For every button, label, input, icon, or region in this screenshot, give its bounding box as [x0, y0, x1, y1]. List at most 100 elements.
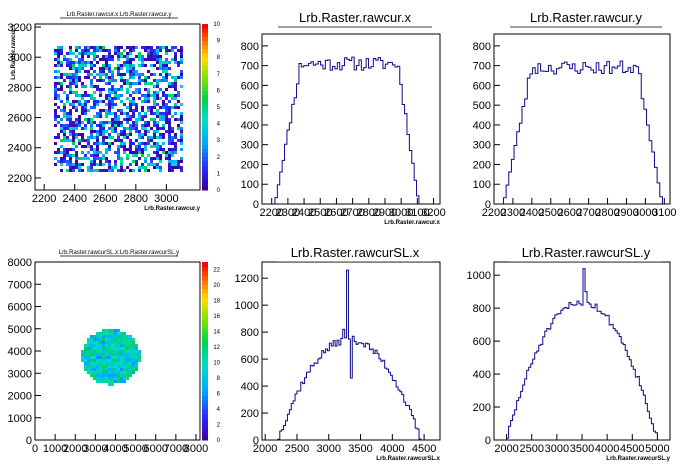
heatmap-cell	[75, 55, 78, 58]
heatmap-cell	[174, 163, 177, 166]
histogram-line	[502, 60, 663, 204]
palette-segment	[202, 284, 208, 290]
heatmap-cell	[66, 58, 69, 61]
heatmap-cell	[180, 169, 183, 172]
palette-segment	[202, 262, 208, 267]
plot-frame	[493, 33, 671, 205]
palette-segment	[202, 36, 208, 42]
heatmap-cell	[96, 46, 99, 49]
heatmap-cell	[84, 49, 87, 52]
heatmap-cell	[168, 151, 171, 154]
heatmap-cell	[180, 136, 183, 139]
heatmap-cell	[111, 70, 114, 73]
x-axis-label: Lrb.Raster.rawcur.y	[144, 206, 200, 212]
title-box	[278, 8, 432, 27]
heatmap-cell	[126, 335, 129, 338]
heatmap-cell	[129, 73, 132, 76]
heatmap-cell	[54, 163, 57, 166]
heatmap-cell	[114, 341, 117, 344]
palette-segment	[202, 115, 208, 120]
heatmap-cell	[105, 67, 108, 70]
y-tick-label: 0	[253, 199, 259, 211]
heatmap-cell	[90, 85, 93, 88]
heatmap-cell	[171, 136, 174, 139]
heatmap-cell	[96, 169, 99, 172]
heatmap-cell	[120, 335, 123, 338]
heatmap-cell	[87, 341, 90, 344]
heatmap-cell	[78, 100, 81, 103]
heatmap-cell	[126, 121, 129, 124]
heatmap-cell	[111, 368, 114, 371]
x-tick-label: 3000	[545, 443, 569, 455]
heatmap-cell	[156, 61, 159, 64]
palette-tick-label: 2	[217, 155, 221, 161]
heatmap-cell	[108, 64, 111, 67]
heatmap-cell	[84, 368, 87, 371]
palette-segment	[202, 337, 208, 343]
heatmap-cell	[150, 82, 153, 85]
heatmap-cell	[108, 145, 111, 148]
heatmap-cell	[63, 157, 66, 160]
heatmap-cell	[102, 380, 105, 383]
palette-segment	[202, 148, 208, 154]
plot-frame	[34, 23, 201, 191]
heatmap-cell	[81, 112, 84, 115]
heatmap-cell	[117, 350, 120, 353]
heatmap-cell	[69, 118, 72, 121]
heatmap-cell	[165, 88, 168, 91]
heatmap-cell	[144, 145, 147, 148]
heatmap-cell	[129, 350, 132, 353]
heatmap-cell	[99, 335, 102, 338]
heatmap-cell	[81, 356, 84, 359]
palette-segment	[202, 417, 208, 423]
heatmap-cell	[159, 166, 162, 169]
heatmap-cell	[114, 377, 117, 380]
heatmap-cell	[78, 169, 81, 172]
heatmap-cell	[180, 70, 183, 73]
heatmap-cell	[87, 109, 90, 112]
heatmap-cell	[165, 49, 168, 52]
heatmap-cell	[126, 148, 129, 151]
heatmap-cell	[123, 118, 126, 121]
heatmap-cell	[171, 148, 174, 151]
heatmap-cell	[108, 82, 111, 85]
heatmap-cell	[114, 353, 117, 356]
heatmap-cell	[150, 55, 153, 58]
heatmap-cell	[129, 49, 132, 52]
heatmap-cell	[135, 350, 138, 353]
heatmap-cell	[90, 154, 93, 157]
heatmap-cell	[147, 124, 150, 127]
heatmap-cell	[84, 64, 87, 67]
heatmap-cell	[72, 136, 75, 139]
heatmap-cell	[108, 163, 111, 166]
heatmap-cell	[75, 82, 78, 85]
palette-segment	[202, 266, 208, 272]
heatmap-cell	[105, 115, 108, 118]
heatmap-cell	[153, 97, 156, 100]
heatmap-cell	[120, 130, 123, 133]
heatmap-cell	[99, 365, 102, 368]
heatmap-cell	[75, 118, 78, 121]
y-tick-label: 2000	[8, 391, 32, 403]
heatmap-cell	[54, 103, 57, 106]
heatmap-cell	[108, 100, 111, 103]
palette-segment	[202, 288, 208, 294]
palette-tick-label: 8	[217, 376, 221, 382]
heatmap-cell	[129, 127, 132, 130]
heatmap-cell	[108, 368, 111, 371]
heatmap-cell	[156, 67, 159, 70]
heatmap-cell	[78, 70, 81, 73]
heatmap-cell	[165, 46, 168, 49]
heatmap-cell	[99, 91, 102, 94]
heatmap-cell	[123, 335, 126, 338]
heatmap-cell	[129, 139, 132, 142]
heatmap-cell	[120, 347, 123, 350]
heatmap-cell	[102, 341, 105, 344]
heatmap-cell	[69, 64, 72, 67]
heatmap-cell	[114, 329, 117, 332]
heatmap-cell	[60, 52, 63, 55]
heatmap-cell	[111, 383, 114, 386]
heatmap-cell	[54, 157, 57, 160]
heatmap-cell	[117, 64, 120, 67]
heatmap-cell	[132, 127, 135, 130]
